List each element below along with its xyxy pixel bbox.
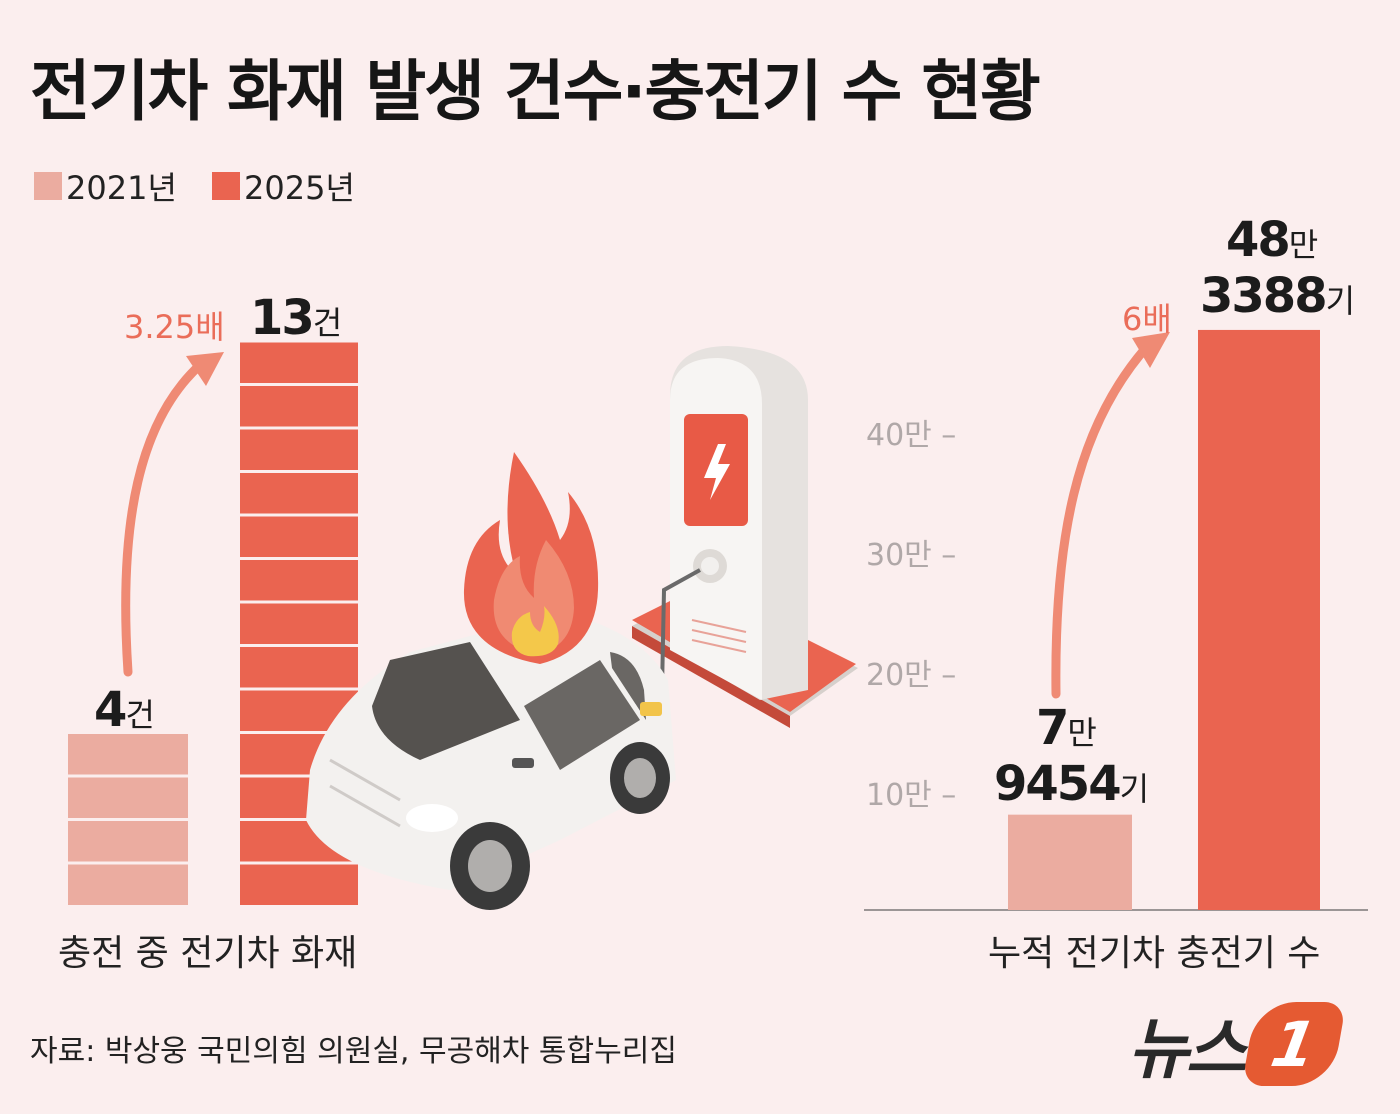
charger-value-2021-line1: 7만 [1036, 700, 1097, 756]
page-title: 전기차 화재 발생 건수·충전기 수 현황 [30, 53, 1041, 130]
charger-value-2025-line2: 3388기 [1200, 268, 1355, 324]
source-note: 자료: 박상웅 국민의힘 의원실, 무공해차 통합누리집 [30, 1034, 677, 1069]
charger-y-tick-label: 10만 – [866, 778, 957, 813]
charger-y-tick-label: 40만 – [866, 418, 957, 453]
fire-bar-2025-block [240, 516, 358, 557]
fire-bar-2025-block [240, 560, 358, 601]
fire-growth-arrow [121, 360, 205, 677]
fire-value-2021: 4건 [94, 682, 155, 738]
fire-bar-2025-block [240, 386, 358, 427]
fire-growth-arrowhead [186, 352, 224, 386]
fire-value-2025-number: 13 [250, 290, 315, 346]
charger-multiplier: 6배 [1122, 300, 1172, 338]
fire-bar-2021-block [68, 734, 188, 775]
fire-value-2025-unit: 건 [312, 304, 343, 342]
fire-value-2021-unit: 건 [125, 696, 155, 734]
charger-y-tick-label: 30만 – [866, 538, 957, 573]
charger-value-2025-line2-number: 3388 [1200, 268, 1328, 324]
ev-fire-illustration [306, 346, 858, 910]
fire-bar-2025-block [240, 603, 358, 644]
charger-value-2025-line1: 48만 [1226, 212, 1318, 268]
fire-value-2021-number: 4 [94, 682, 127, 738]
charger-bars [1008, 329, 1320, 910]
charging-station-icon [632, 346, 858, 728]
fire-value-2025: 13건 [250, 290, 342, 346]
charger-value-2021-line1-number: 7 [1036, 700, 1069, 756]
charger-value-2025-line1-number: 48 [1226, 212, 1291, 268]
fire-bar-2021-block [68, 777, 188, 818]
charger-value-2021-line2: 9454기 [994, 756, 1149, 812]
fire-bar-2025-block [240, 342, 358, 383]
brand-mark: 1 [1266, 1007, 1323, 1081]
legend-swatch-2025 [212, 172, 240, 200]
legend-swatch-2021 [34, 172, 62, 200]
charger-bar-2021 [1008, 814, 1132, 910]
fire-bar-2021-block [68, 864, 188, 905]
fire-chart-xlabel: 충전 중 전기차 화재 [58, 933, 358, 974]
charger-growth-arrow [1051, 345, 1149, 699]
charger-value-2025-line1-unit: 만 [1288, 226, 1319, 264]
legend-2025: 2025년 [212, 168, 355, 207]
charger-value-2021-line1-unit: 만 [1067, 714, 1097, 752]
fire-bar-2021-block [68, 821, 188, 862]
charger-y-tick-label: 20만 – [866, 658, 957, 693]
charger-bar-2025 [1198, 329, 1320, 910]
brand-logo: 뉴스 1 [1128, 996, 1347, 1092]
legend-label-2021: 2021년 [66, 169, 177, 207]
legend-2021: 2021년 [34, 168, 177, 207]
charger-chart-xlabel: 누적 전기차 충전기 수 [988, 933, 1321, 974]
brand-mark-icon: 1 [1242, 1002, 1347, 1086]
charger-growth-arrowhead [1132, 332, 1170, 368]
burning-car-icon [306, 612, 676, 910]
charger-value-2021-line2-unit: 기 [1119, 770, 1150, 808]
charger-value-2025-line2-unit: 기 [1325, 282, 1356, 320]
legend-label-2025: 2025년 [244, 169, 355, 207]
fire-bar-2025-block [240, 429, 358, 470]
charger-value-2021-line2-number: 9454 [994, 756, 1122, 812]
flame-icon [463, 452, 599, 664]
fire-multiplier: 3.25배 [124, 308, 225, 346]
fire-bar-2025-block [240, 864, 358, 905]
brand-name: 뉴스 [1128, 1011, 1246, 1088]
fire-bar-2025-block [240, 473, 358, 514]
fire-bar-2025-block [240, 647, 358, 688]
